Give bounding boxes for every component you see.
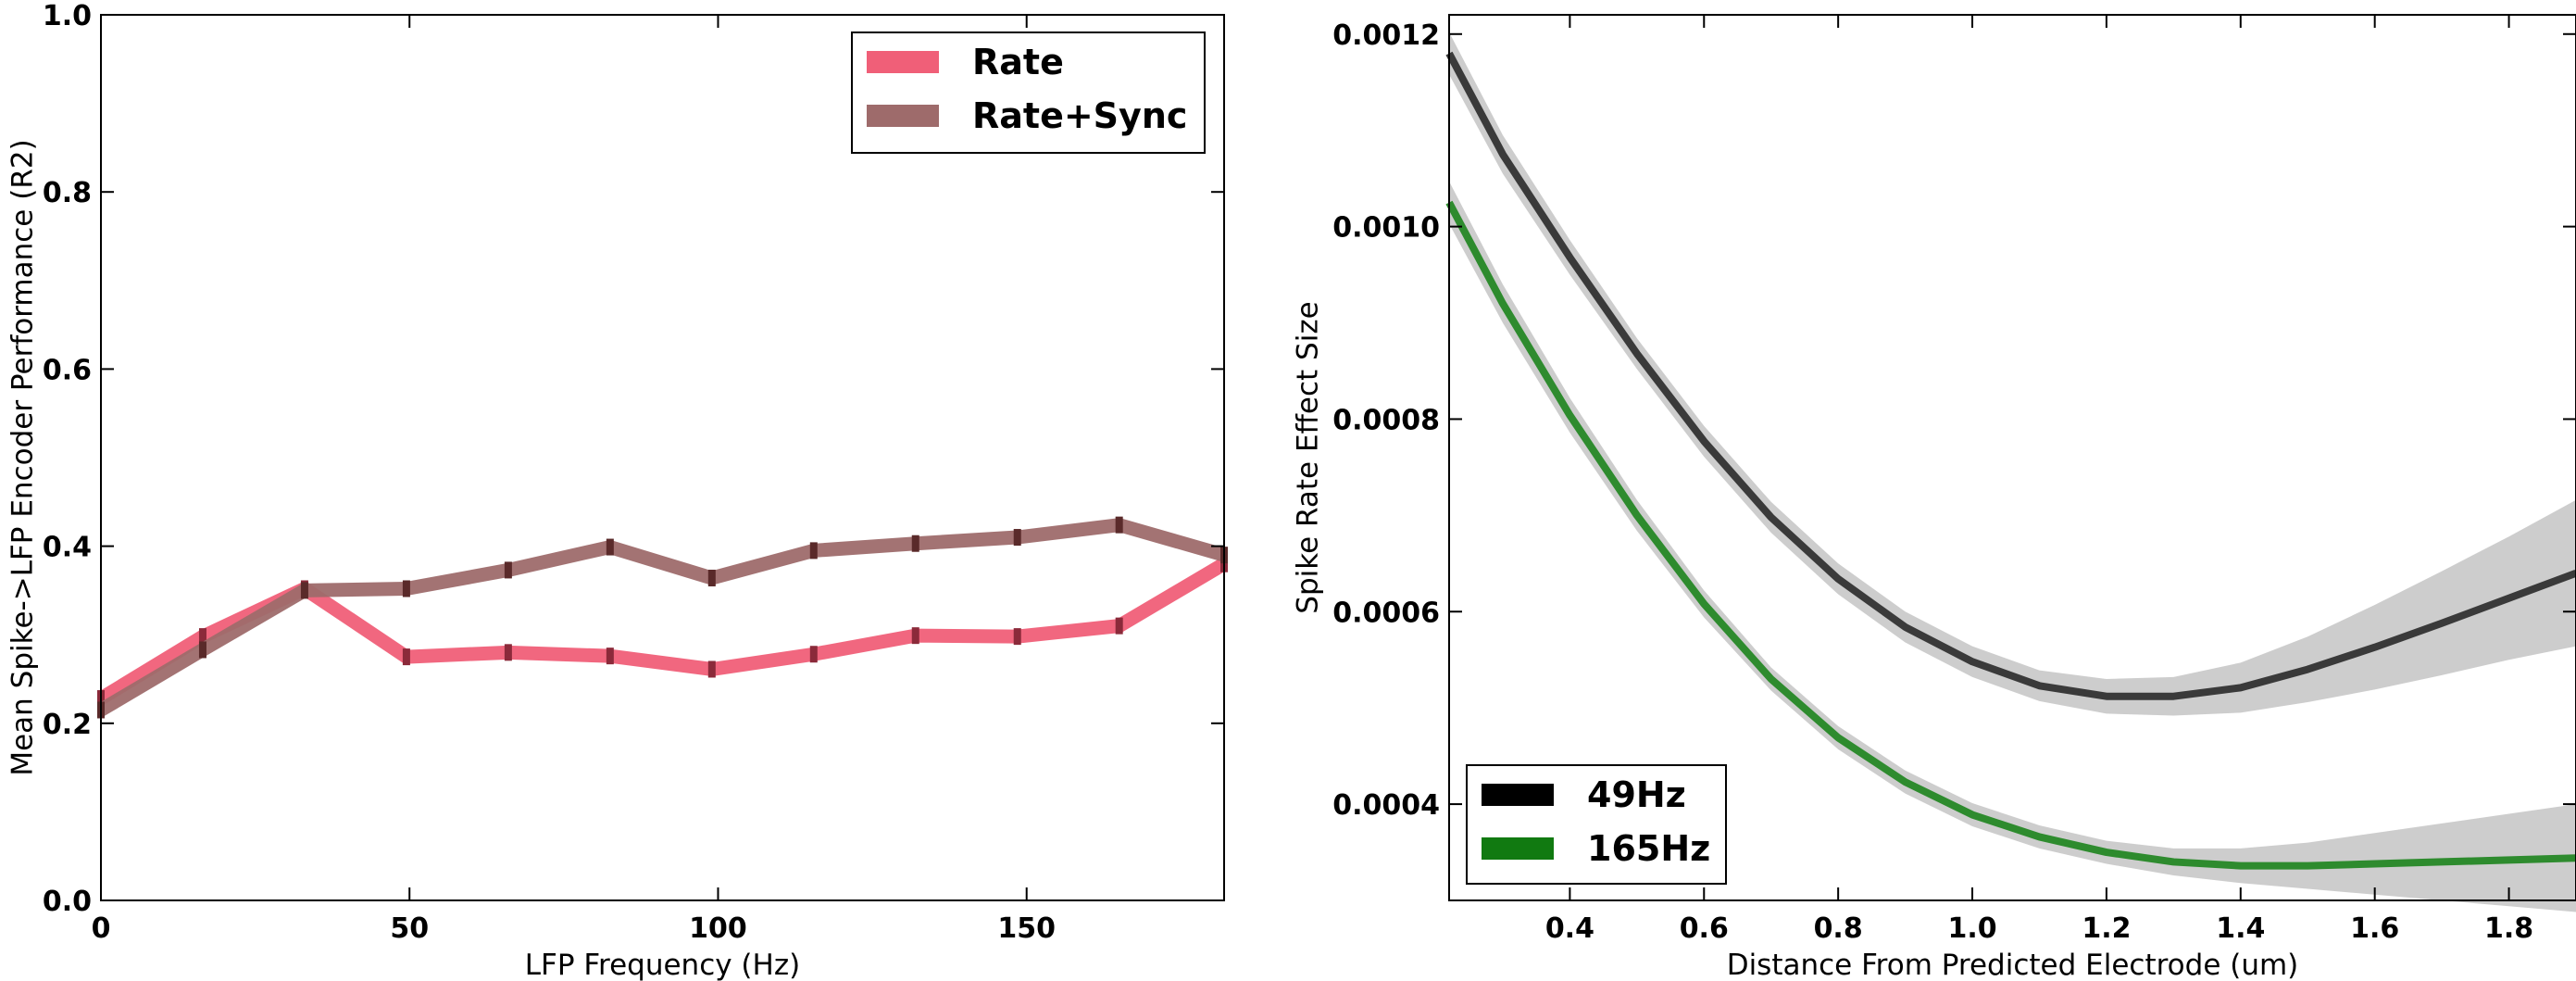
data-point-rate-sync <box>1115 516 1123 534</box>
data-point-rate-sync <box>402 580 410 597</box>
series-line-rate <box>97 558 1228 705</box>
x-tick-label: 0.4 <box>1545 912 1594 945</box>
x-tick-label: 100 <box>689 912 747 945</box>
y-tick-label: 0.8 <box>43 177 92 209</box>
x-tick-label: 0.8 <box>1814 912 1863 945</box>
y-tick-label: 0.0004 <box>1332 789 1440 822</box>
data-point-rate <box>606 648 614 665</box>
x-tick-label: 0 <box>92 912 111 945</box>
x-tick-label: 150 <box>997 912 1056 945</box>
x-tick-label: 0.6 <box>1680 912 1729 945</box>
y-tick-label: 0.0006 <box>1332 597 1440 629</box>
y-tick-label: 0.0008 <box>1332 404 1440 436</box>
x-tick-label: 1.6 <box>2350 912 2399 945</box>
data-point-rate-sync <box>300 582 308 599</box>
right-x-axis-label: Distance From Predicted Electrode (um) <box>1727 949 2299 981</box>
y-tick-label: 1.0 <box>43 0 92 32</box>
left-legend: Rate Rate+Sync <box>851 31 1206 154</box>
confidence-band-49hz <box>1449 31 2576 716</box>
effect-size-chart: 0.4 0.6 0.8 1.0 1.2 1.4 1.6 1.8 0.0004 0.0006 0.00… <box>1292 14 2576 981</box>
y-tick-label: 0.4 <box>43 532 92 564</box>
encoder-performance-chart: 0 50 100 150 0.0 0.2 0.4 0.6 0.8 1.0 LFP Frequenc… <box>6 0 1228 981</box>
data-point-rate <box>198 628 206 646</box>
legend-label: 49Hz <box>1587 774 1686 815</box>
right-legend: 49Hz 165Hz <box>1466 764 1727 885</box>
confidence-band-165hz <box>1449 181 2576 912</box>
data-point-rate <box>402 648 410 666</box>
y-tick-label: 0.0012 <box>1332 19 1440 52</box>
legend-label: Rate+Sync <box>972 95 1187 136</box>
y-tick-label: 0.6 <box>43 354 92 386</box>
data-point-rate <box>911 627 919 645</box>
legend-label: 165Hz <box>1587 828 1710 869</box>
legend-swatch <box>1482 837 1554 860</box>
series-line-rate-sync <box>97 518 1227 716</box>
series-line-165hz <box>1445 200 2576 870</box>
x-tick-label: 1.2 <box>2082 912 2131 945</box>
data-point-rate <box>809 646 818 663</box>
data-point-rate-sync <box>198 641 206 659</box>
x-tick-label: 50 <box>390 912 429 945</box>
x-tick-label: 1.8 <box>2484 912 2533 945</box>
data-point-rate-sync <box>911 535 919 552</box>
x-tick-label: 1.0 <box>1947 912 1996 945</box>
data-point-rate <box>504 644 512 661</box>
legend-swatch <box>867 105 939 127</box>
x-tick-label: 1.4 <box>2216 912 2265 945</box>
legend-label: Rate <box>972 42 1064 82</box>
series-line-49hz <box>1445 51 2576 700</box>
y-tick-label: 0.0010 <box>1332 212 1440 245</box>
data-point-rate-sync <box>504 561 512 579</box>
data-point-rate-sync <box>606 538 614 556</box>
data-point-rate <box>707 660 716 678</box>
left-x-axis-label: LFP Frequency (Hz) <box>525 949 800 981</box>
data-point-rate-sync <box>809 542 818 560</box>
right-y-axis-label: Spike Rate Effect Size <box>1292 301 1325 613</box>
left-plot-frame <box>100 14 1225 901</box>
legend-swatch <box>867 51 939 73</box>
data-point-rate-sync <box>707 570 716 587</box>
right-plot-frame <box>1448 14 2576 901</box>
data-point-rate-sync <box>1013 529 1021 547</box>
legend-swatch <box>1482 784 1554 806</box>
data-point-rate <box>1115 617 1123 635</box>
y-tick-label: 0.0 <box>43 886 92 918</box>
data-point-rate <box>1013 628 1021 646</box>
y-tick-label: 0.2 <box>43 709 92 741</box>
left-y-axis-label: Mean Spike->LFP Encoder Performance (R2) <box>6 139 40 775</box>
